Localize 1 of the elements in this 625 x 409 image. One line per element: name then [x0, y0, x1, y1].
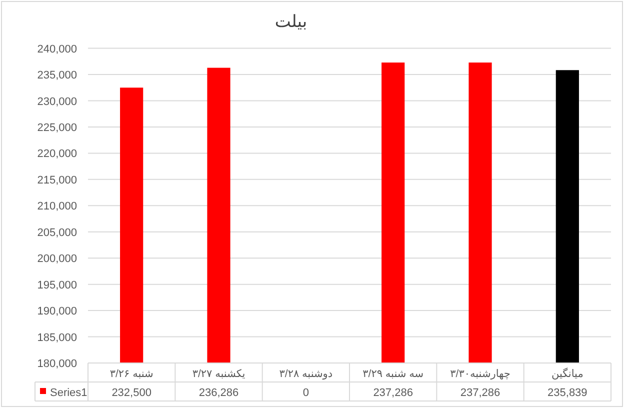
title: بیلت [274, 12, 308, 31]
